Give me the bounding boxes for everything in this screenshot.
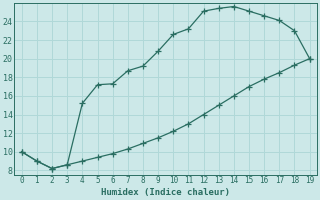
X-axis label: Humidex (Indice chaleur): Humidex (Indice chaleur) [101, 188, 230, 197]
